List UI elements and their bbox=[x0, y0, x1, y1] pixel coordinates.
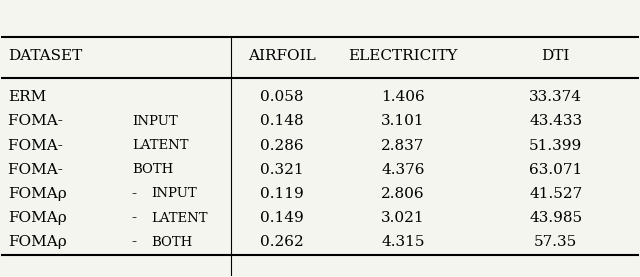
Text: FOMA-: FOMA- bbox=[8, 138, 67, 153]
Text: 33.374: 33.374 bbox=[529, 90, 582, 104]
Text: -: - bbox=[132, 187, 142, 201]
Text: DATASET: DATASET bbox=[8, 49, 82, 63]
Text: 2.806: 2.806 bbox=[381, 187, 425, 201]
Text: 63.071: 63.071 bbox=[529, 163, 582, 177]
Text: 43.985: 43.985 bbox=[529, 211, 582, 225]
Text: 41.527: 41.527 bbox=[529, 187, 582, 201]
Text: 4.315: 4.315 bbox=[381, 235, 424, 249]
Text: ELECTRICITY: ELECTRICITY bbox=[348, 49, 458, 63]
Text: 1.406: 1.406 bbox=[381, 90, 425, 104]
Text: -: - bbox=[132, 235, 142, 249]
Text: 0.149: 0.149 bbox=[260, 211, 303, 225]
Text: 0.148: 0.148 bbox=[260, 114, 303, 129]
Text: LATENT: LATENT bbox=[132, 139, 189, 152]
Text: DTI: DTI bbox=[541, 49, 570, 63]
Text: 0.058: 0.058 bbox=[260, 90, 303, 104]
Text: FOMA-: FOMA- bbox=[8, 163, 67, 177]
Text: LATENT: LATENT bbox=[151, 212, 207, 225]
Text: FOMAρ: FOMAρ bbox=[8, 235, 67, 249]
Text: 0.262: 0.262 bbox=[260, 235, 303, 249]
Text: 3.101: 3.101 bbox=[381, 114, 425, 129]
Text: FOMA-: FOMA- bbox=[8, 114, 67, 129]
Text: 3.021: 3.021 bbox=[381, 211, 425, 225]
Text: 51.399: 51.399 bbox=[529, 138, 582, 153]
Text: -: - bbox=[132, 211, 142, 225]
Text: 57.35: 57.35 bbox=[534, 235, 577, 249]
Text: BOTH: BOTH bbox=[132, 163, 173, 176]
Text: 0.119: 0.119 bbox=[260, 187, 303, 201]
Text: FOMAρ: FOMAρ bbox=[8, 211, 67, 225]
Text: AIRFOIL: AIRFOIL bbox=[248, 49, 316, 63]
Text: 2.837: 2.837 bbox=[381, 138, 424, 153]
Text: 43.433: 43.433 bbox=[529, 114, 582, 129]
Text: INPUT: INPUT bbox=[151, 188, 197, 200]
Text: 4.376: 4.376 bbox=[381, 163, 424, 177]
Text: BOTH: BOTH bbox=[151, 236, 193, 249]
Text: INPUT: INPUT bbox=[132, 115, 178, 128]
Text: 0.321: 0.321 bbox=[260, 163, 303, 177]
Text: 0.286: 0.286 bbox=[260, 138, 303, 153]
Text: FOMAρ: FOMAρ bbox=[8, 187, 67, 201]
Text: ERM: ERM bbox=[8, 90, 46, 104]
